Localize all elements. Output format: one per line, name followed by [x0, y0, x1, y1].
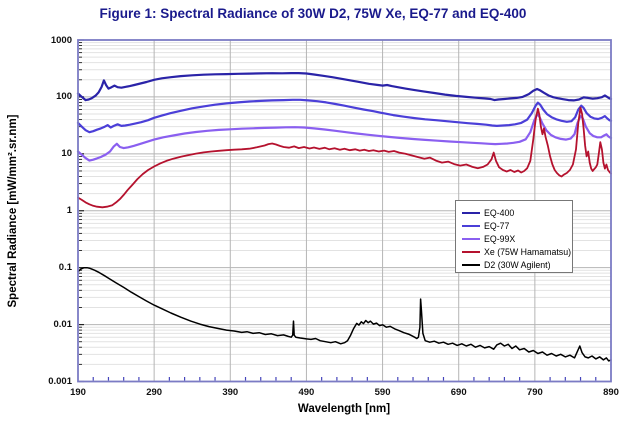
x-tick-label: 490 — [298, 387, 315, 398]
legend-line-swatch — [462, 264, 480, 267]
series-line-eq-77 — [76, 98, 613, 134]
legend-item: EQ-99X — [462, 232, 570, 245]
y-tick-label: 10 — [61, 148, 72, 160]
legend: EQ-400 EQ-77 EQ-99X Xe (75W Hamamatsu) D2 (3… — [455, 200, 573, 273]
legend-label: Xe (75W Hamamatsu) — [484, 247, 572, 258]
legend-item: EQ-400 — [462, 206, 570, 219]
series-line-eq-400 — [76, 71, 613, 102]
legend-label: EQ-77 — [484, 220, 510, 231]
legend-label: EQ-400 — [484, 207, 515, 218]
y-tick-label: 100 — [56, 91, 72, 103]
legend-line-swatch — [462, 237, 480, 240]
y-tick-label: 1000 — [50, 34, 72, 46]
x-tick-label: 190 — [70, 387, 86, 398]
figure-title: Figure 1: Spectral Radiance of 30W D2, 7… — [99, 6, 527, 21]
legend-line-swatch — [462, 251, 480, 254]
plot-frame — [77, 39, 612, 383]
x-tick-label: 390 — [222, 387, 239, 398]
series-line-eq-99x — [76, 112, 613, 162]
x-tick-label: 290 — [146, 387, 163, 398]
x-tick-label: 590 — [374, 387, 391, 398]
x-tick-label: 890 — [603, 387, 619, 398]
x-tick-label: 690 — [450, 387, 467, 398]
y-tick-label: 0.01 — [53, 319, 73, 331]
legend-line-swatch — [462, 224, 480, 227]
legend-label: D2 (30W Agilent) — [484, 260, 551, 271]
y-axis-title: Spectral Radiance [mW/mm².sr.nm] — [7, 114, 19, 308]
series-line-d2 — [77, 266, 612, 362]
y-tick-label: 0.1 — [58, 262, 72, 274]
legend-item: Xe (75W Hamamatsu) — [462, 246, 572, 259]
y-tick-label: 1 — [66, 205, 72, 217]
legend-item: D2 (30W Agilent) — [462, 259, 570, 272]
legend-label: EQ-99X — [484, 233, 516, 244]
y-tick-label: 0.001 — [48, 376, 72, 387]
legend-line-swatch — [462, 211, 480, 214]
legend-item: EQ-77 — [462, 219, 570, 232]
x-axis-title: Wavelength [nm] — [297, 403, 391, 415]
x-tick-label: 790 — [526, 387, 543, 398]
series-line-xe — [77, 106, 612, 209]
